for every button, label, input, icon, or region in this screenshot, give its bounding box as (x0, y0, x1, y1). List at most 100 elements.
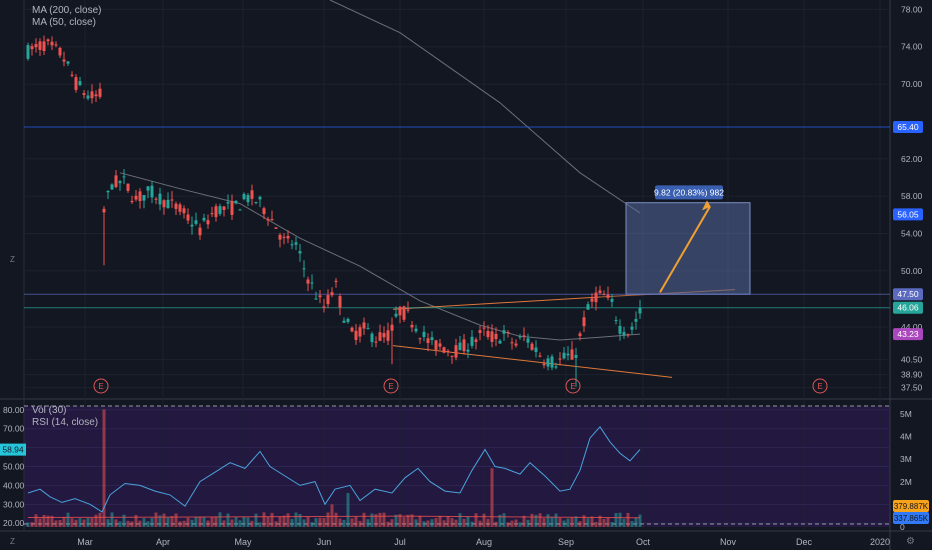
candle-body (374, 341, 378, 343)
volume-bar (618, 512, 622, 527)
volume-bar (182, 520, 186, 527)
candle-body (514, 343, 518, 346)
candle-body (26, 45, 30, 59)
volume-bar (38, 518, 42, 527)
z-icon: Z (10, 255, 15, 264)
volume-bar (34, 514, 38, 527)
candle-body (522, 335, 526, 337)
x-tick-label: Jun (317, 537, 332, 547)
earnings-marker-label: E (570, 382, 575, 391)
candle-body (174, 203, 178, 209)
volume-bar (554, 513, 558, 527)
candle-body (638, 307, 642, 314)
volume-bar (186, 517, 190, 527)
legend-volume: Vol (30) (32, 405, 67, 416)
volume-bar (486, 518, 490, 527)
candle-body (534, 347, 538, 353)
x-tick-label: Apr (156, 537, 170, 547)
candle-body (206, 220, 210, 225)
earnings-marker-label: E (388, 382, 393, 391)
volume-bar (54, 520, 58, 527)
volume-bar (270, 512, 274, 527)
price-badge-label: 46.06 (897, 303, 919, 313)
candle-body (254, 202, 258, 204)
measure-label-box (655, 185, 723, 200)
candle-body (434, 340, 438, 350)
volume-bar (570, 517, 574, 527)
volume-bar (534, 514, 538, 527)
candle-body (234, 200, 238, 204)
measure-arrow (659, 205, 711, 293)
volume-bar (310, 522, 314, 527)
candle-body (294, 242, 298, 245)
candle-body (194, 220, 198, 224)
volume-bar (154, 512, 158, 527)
volume-bar (562, 520, 566, 527)
candle-body (606, 294, 610, 298)
candle-body (78, 81, 82, 86)
volume-bar (366, 519, 370, 527)
volume-bar (30, 522, 34, 527)
volume-bar (58, 519, 62, 527)
measure-label: 9.82 (20.83%) 982 (654, 187, 724, 197)
candle-body (70, 74, 74, 76)
candle-body (186, 214, 190, 221)
candle-body (526, 338, 530, 343)
measure-arrow-head (701, 200, 711, 211)
price-badge (893, 121, 923, 134)
candle-body (118, 181, 122, 184)
candle-body (82, 93, 86, 95)
volume-bar (546, 514, 550, 527)
candle-body (566, 353, 570, 356)
volume-bar (474, 513, 478, 527)
candle-body (338, 296, 342, 308)
candle-body (302, 268, 306, 270)
price-badge (893, 208, 923, 221)
candle-body (354, 330, 358, 340)
volume-bar (126, 520, 130, 527)
candle-body (474, 339, 478, 342)
volume-bar (362, 512, 366, 527)
candle-body (586, 304, 590, 310)
gear-icon[interactable]: ⚙ (906, 536, 915, 547)
volume-bar (622, 518, 626, 527)
price-tick-label: 70.00 (901, 79, 923, 89)
volume-bar (598, 515, 602, 527)
x-tick-label: Aug (476, 537, 492, 547)
volume-bar (234, 516, 238, 527)
price-tick-label: 44.00 (901, 322, 923, 332)
volume-bar (170, 516, 174, 527)
candle-body (226, 202, 230, 204)
volume-bar (370, 513, 374, 527)
candle-body (594, 292, 598, 303)
price-tick-label: 37.50 (901, 383, 923, 393)
legend-ma200: MA (200, close) (32, 5, 102, 16)
volume-bar (354, 516, 358, 527)
candle-body (486, 330, 490, 338)
candle-body (550, 356, 554, 368)
candle-body (138, 191, 142, 202)
volume-bar (190, 519, 194, 527)
volume-bar (102, 409, 106, 527)
volume-bar (326, 512, 330, 527)
candle-body (142, 195, 146, 201)
candle-body (202, 217, 206, 221)
candle-body (490, 331, 494, 342)
volume-bar (478, 520, 482, 527)
x-tick-label: Mar (77, 537, 93, 547)
volume-bar (114, 519, 118, 527)
volume-badge-label: 379.887K (894, 502, 929, 511)
candle-body (38, 41, 42, 50)
volume-bar (62, 517, 66, 527)
candle-body (102, 208, 106, 213)
x-tick-label: Sep (558, 537, 574, 547)
earnings-marker (93, 378, 109, 394)
volume-bar (210, 517, 214, 527)
price-badge (893, 328, 923, 341)
volume-bar (442, 520, 446, 527)
candle-body (114, 175, 118, 187)
volume-bar (302, 519, 306, 527)
volume-bar (218, 512, 222, 527)
candle-body (570, 349, 574, 360)
